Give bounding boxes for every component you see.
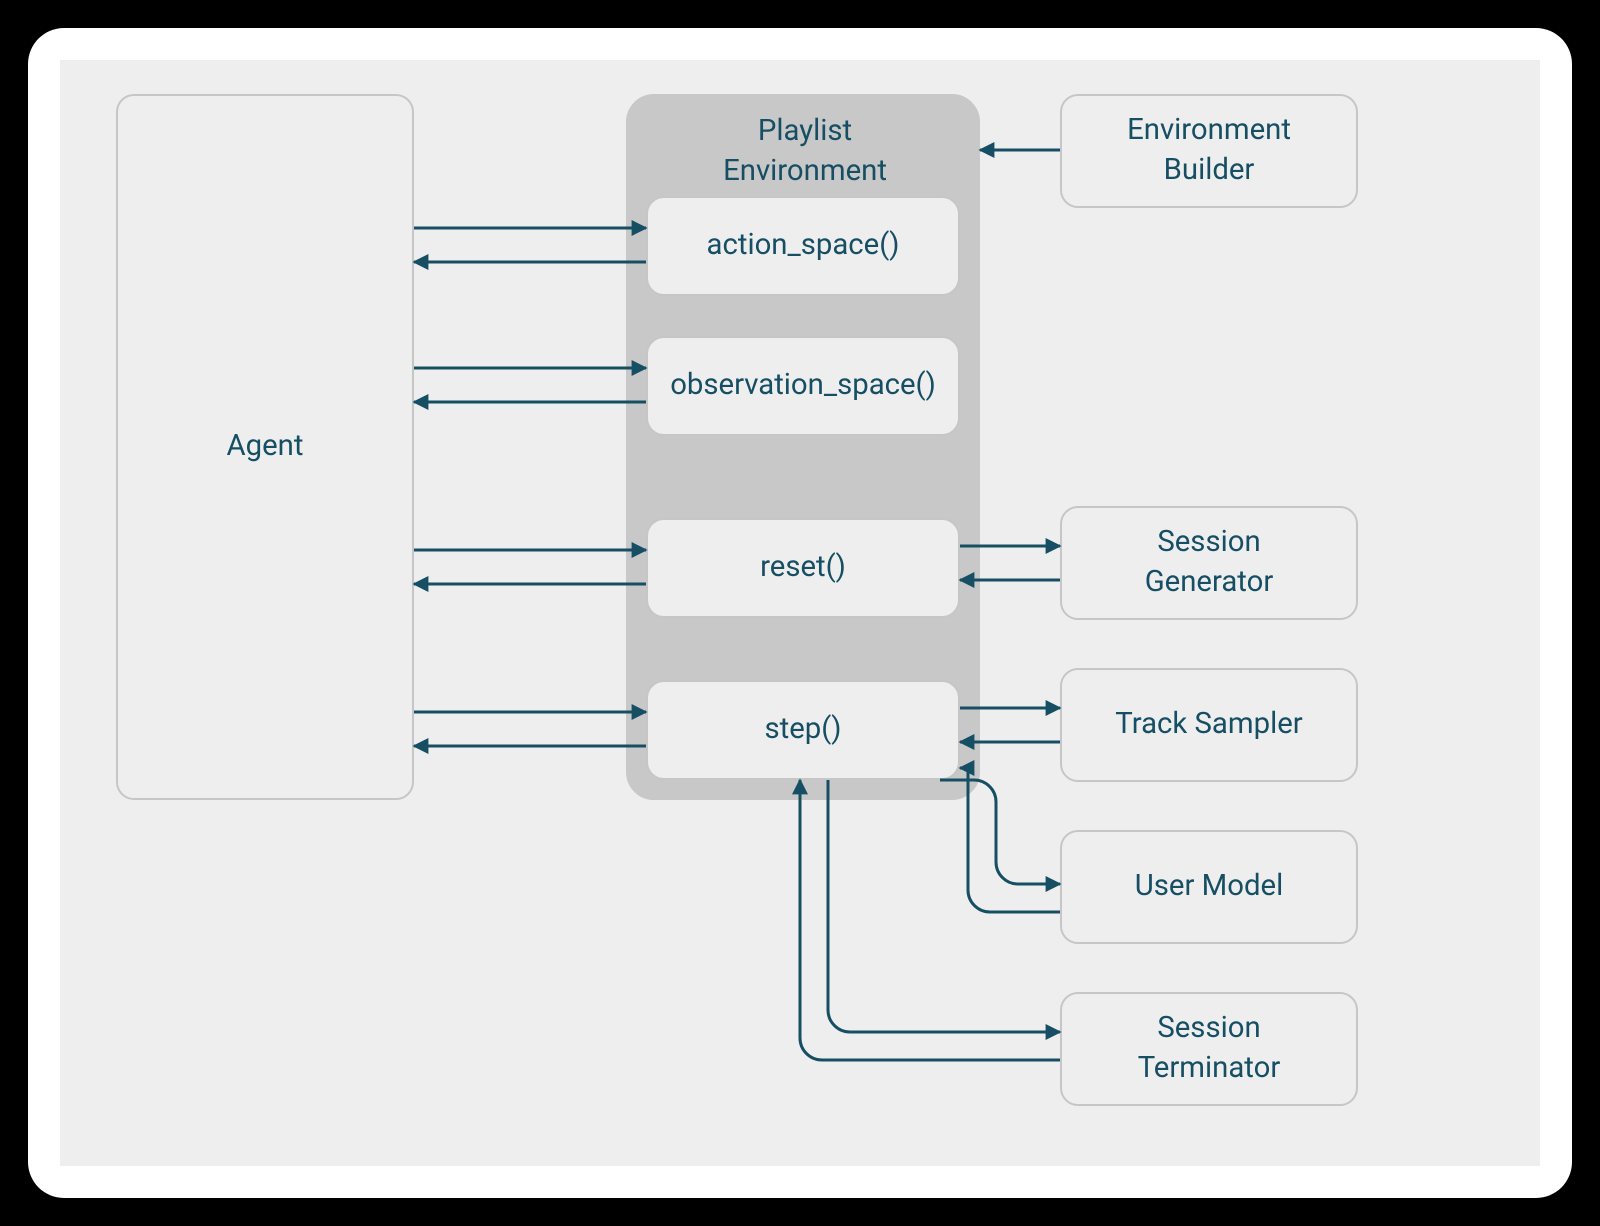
node-agent: Agent	[116, 94, 414, 800]
node-observation-space: observation_space()	[646, 336, 960, 436]
node-action-space: action_space()	[646, 196, 960, 296]
node-session-terminator: Session Terminator	[1060, 992, 1358, 1106]
node-user-model: User Model	[1060, 830, 1358, 944]
node-track-sampler: Track Sampler	[1060, 668, 1358, 782]
container-title: Playlist Environment	[628, 116, 982, 188]
node-reset: reset()	[646, 518, 960, 618]
node-session-generator: Session Generator	[1060, 506, 1358, 620]
node-step: step()	[646, 680, 960, 780]
node-environment-builder: Environment Builder	[1060, 94, 1358, 208]
